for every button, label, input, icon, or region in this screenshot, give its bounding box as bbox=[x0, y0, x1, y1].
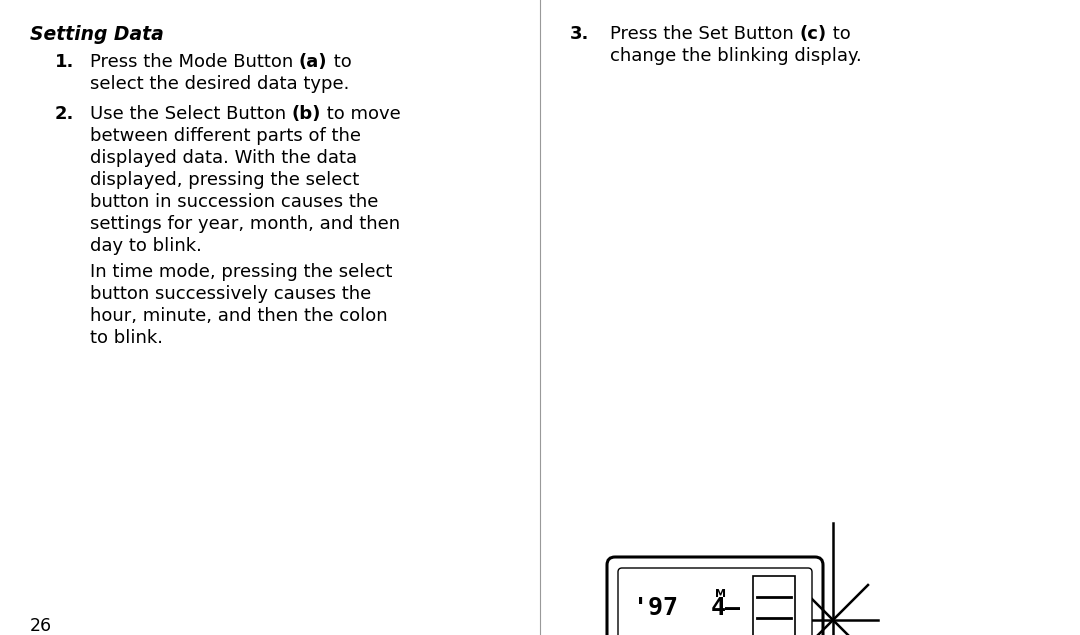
Bar bbox=[753, 576, 795, 635]
Text: between different parts of the: between different parts of the bbox=[90, 127, 361, 145]
Text: select the desired data type.: select the desired data type. bbox=[90, 75, 349, 93]
Text: M: M bbox=[715, 589, 726, 599]
Text: button successively causes the: button successively causes the bbox=[90, 285, 372, 303]
Text: (c): (c) bbox=[799, 25, 826, 43]
FancyBboxPatch shape bbox=[618, 568, 812, 635]
Text: Press the Set Button: Press the Set Button bbox=[610, 25, 799, 43]
Text: Press the Mode Button: Press the Mode Button bbox=[90, 53, 299, 71]
Text: '97: '97 bbox=[633, 596, 678, 620]
Text: Use the Select Button: Use the Select Button bbox=[90, 105, 292, 123]
Text: 3.: 3. bbox=[570, 25, 590, 43]
Text: to blink.: to blink. bbox=[90, 329, 163, 347]
Text: hour, minute, and then the colon: hour, minute, and then the colon bbox=[90, 307, 388, 325]
Text: day to blink.: day to blink. bbox=[90, 237, 202, 255]
Text: to: to bbox=[327, 53, 351, 71]
Text: Setting Data: Setting Data bbox=[30, 25, 164, 44]
Text: displayed, pressing the select: displayed, pressing the select bbox=[90, 171, 360, 189]
FancyBboxPatch shape bbox=[607, 557, 823, 635]
Text: button in succession causes the: button in succession causes the bbox=[90, 193, 378, 211]
Text: to move: to move bbox=[321, 105, 401, 123]
Text: 2.: 2. bbox=[55, 105, 75, 123]
Text: In time mode, pressing the select: In time mode, pressing the select bbox=[90, 263, 392, 281]
Text: (a): (a) bbox=[299, 53, 327, 71]
Text: settings for year, month, and then: settings for year, month, and then bbox=[90, 215, 400, 233]
Text: (b): (b) bbox=[292, 105, 321, 123]
Text: 1.: 1. bbox=[55, 53, 75, 71]
Text: 26: 26 bbox=[30, 617, 52, 635]
Text: change the blinking display.: change the blinking display. bbox=[610, 47, 862, 65]
Text: to: to bbox=[826, 25, 850, 43]
Text: displayed data. With the data: displayed data. With the data bbox=[90, 149, 357, 167]
Text: 4—: 4— bbox=[711, 596, 741, 620]
